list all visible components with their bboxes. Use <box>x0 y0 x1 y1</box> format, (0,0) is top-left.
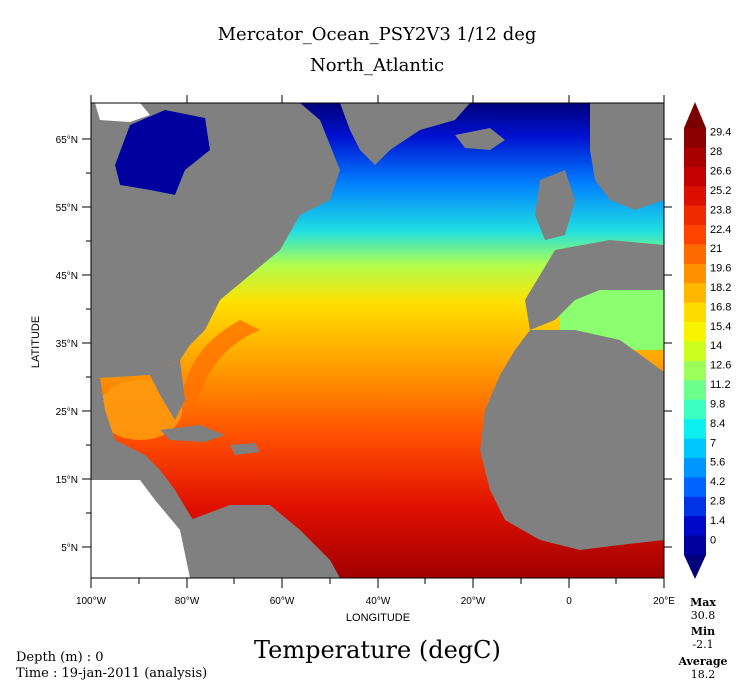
depth-label: Depth (m) : 0 <box>16 650 104 665</box>
stats-average-label: Average <box>678 655 728 668</box>
lat-label: 15°N <box>56 475 78 486</box>
colorbar-swatch <box>684 380 706 401</box>
colorbar-swatch <box>684 419 706 440</box>
colorbar-swatch <box>684 302 706 323</box>
lon-ticks <box>90 95 665 588</box>
colorbar-label: 14 <box>710 340 722 352</box>
lat-label: 45°N <box>56 271 78 282</box>
lat-label: 5°N <box>61 543 78 554</box>
hudson-bay <box>115 110 210 195</box>
colorbar-swatch <box>684 283 706 304</box>
colorbar-swatch <box>684 128 706 148</box>
land-iberia <box>525 240 664 330</box>
colorbar-label: 7 <box>710 437 716 449</box>
colorbar-label: 16.8 <box>710 301 731 313</box>
colorbar-label: 22.4 <box>710 224 731 236</box>
colorbar-swatch <box>684 186 706 207</box>
stats-average-value: 18.2 <box>690 668 716 681</box>
colorbar-label: 29.4 <box>710 127 731 139</box>
land-hispaniola <box>230 443 260 455</box>
map-title: Mercator_Ocean_PSY2V3 1/12 deg <box>217 24 537 45</box>
lon-label: 80°W <box>175 596 200 607</box>
colorbar-bottom-arrow <box>684 555 706 579</box>
colorbar-swatch <box>684 225 706 245</box>
time-label: Time : 19-jan-2011 (analysis) <box>16 666 208 681</box>
map-subtitle: North_Atlantic <box>309 55 445 76</box>
colorbar-label: 2.8 <box>710 495 725 507</box>
colorbar-swatch <box>684 205 706 226</box>
gulf-stream <box>180 320 260 410</box>
colorbar-top-arrow <box>684 102 706 128</box>
colorbar-swatch <box>684 147 706 168</box>
colorbar-swatch <box>684 535 706 556</box>
stats-min-value: -2.1 <box>692 638 714 651</box>
land-south-america <box>190 505 340 578</box>
land-masses <box>91 103 664 578</box>
lon-label: 60°W <box>270 596 295 607</box>
map-area <box>91 103 664 578</box>
x-axis-title: LONGITUDE <box>346 612 410 624</box>
lon-label: 20°E <box>653 596 675 607</box>
colorbar-label: 18.2 <box>710 282 731 294</box>
colorbar-label: 0 <box>710 534 716 546</box>
lat-label: 55°N <box>56 203 78 214</box>
colorbar-swatch <box>684 399 706 420</box>
lat-ticks <box>82 138 672 548</box>
colorbar-label: 28 <box>710 146 722 158</box>
land-canada <box>91 103 340 380</box>
stats-max-value: 30.8 <box>690 609 716 622</box>
colorbar-swatch <box>684 322 706 342</box>
colorbar-label: 23.8 <box>710 204 731 216</box>
lat-label: 65°N <box>56 135 78 146</box>
colorbar-swatch <box>684 457 706 478</box>
land-greenland <box>340 103 470 165</box>
colorbar-label: 25.2 <box>710 185 731 197</box>
colorbar-label: 9.8 <box>710 398 725 410</box>
masked-area-pacific <box>91 480 190 578</box>
stats-min-label: Min <box>690 625 716 638</box>
colorbar-label: 1.4 <box>710 515 725 527</box>
colorbar-swatch <box>684 360 706 381</box>
colorbar-label: 21 <box>710 243 722 255</box>
colorbar-swatch <box>684 166 706 187</box>
land-africa <box>480 330 664 550</box>
lon-label: 0 <box>566 596 572 607</box>
colorbar-label: 15.4 <box>710 321 731 333</box>
colorbar-swatch <box>684 516 706 537</box>
colorbar-label: 11.2 <box>710 379 731 391</box>
land-iceland <box>455 128 505 150</box>
land-cuba <box>160 425 225 442</box>
land-florida <box>150 360 185 420</box>
lon-label: 40°W <box>366 596 391 607</box>
lon-label: 100°W <box>76 596 107 607</box>
lat-label: 25°N <box>56 407 78 418</box>
colorbar-swatch <box>684 341 706 362</box>
lat-label: 35°N <box>56 339 78 350</box>
colorbar: 29.4 28 26.6 25.2 23.8 22.4 21 19.6 18.2 16.8 15.4… <box>684 102 731 579</box>
colorbar-label: 12.6 <box>710 360 731 372</box>
lon-label: 20°W <box>461 596 486 607</box>
land-british-isles <box>535 170 575 240</box>
stats-max-label: Max <box>690 596 716 609</box>
colorbar-swatch <box>684 496 706 517</box>
colorbar-swatch <box>684 244 706 265</box>
y-axis-title: LATITUDE <box>30 316 42 368</box>
colorbar-swatch <box>684 438 706 459</box>
land-northern-europe <box>590 103 664 210</box>
masked-area-north <box>95 103 150 122</box>
colorbar-label: 5.6 <box>710 457 725 469</box>
colorbar-swatch <box>684 477 706 498</box>
colorbar-label: 26.6 <box>710 166 731 178</box>
variable-title: Temperature (degC) <box>254 636 501 664</box>
colorbar-label: 19.6 <box>710 263 731 275</box>
colorbar-label: 8.4 <box>710 418 725 430</box>
colorbar-label: 4.2 <box>710 476 725 488</box>
colorbar-swatch <box>684 263 706 284</box>
